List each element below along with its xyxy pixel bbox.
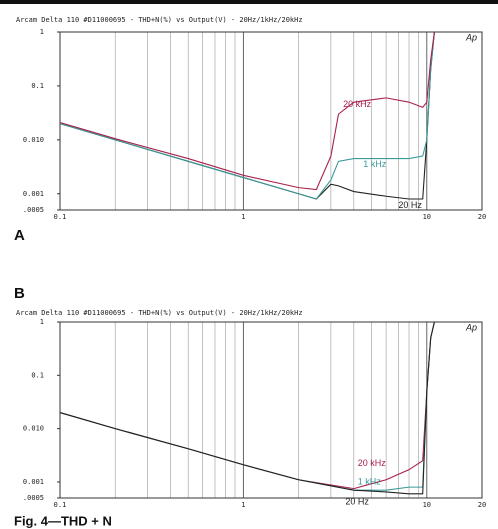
y-tick-label: 1 xyxy=(40,28,44,36)
x-tick-label: 0.1 xyxy=(54,501,67,509)
y-tick-label: .0005 xyxy=(23,494,44,502)
series-label: 1 kHz xyxy=(358,476,382,486)
series-line xyxy=(59,31,435,200)
x-tick-label: 20 xyxy=(478,213,486,221)
y-tick-label: 1 xyxy=(40,318,44,326)
series-label: 1 kHz xyxy=(363,159,387,169)
y-tick-label: 0.1 xyxy=(31,371,44,379)
series-label: 20 kHz xyxy=(343,99,372,109)
y-tick-label: 0.001 xyxy=(23,478,44,486)
x-tick-label: 1 xyxy=(241,501,245,509)
caption: Fig. 4—THD + N xyxy=(14,513,112,528)
plot-frame xyxy=(59,31,483,211)
chart-title: Arcam Delta 110 #D11000695 - THD+N(%) vs… xyxy=(16,16,303,24)
panel-label: A xyxy=(14,227,25,244)
series-label: 20 kHz xyxy=(358,458,387,468)
y-tick-label: .0005 xyxy=(23,206,44,214)
x-tick-label: 20 xyxy=(478,501,486,509)
x-tick-label: 10 xyxy=(423,213,431,221)
series-line xyxy=(59,321,435,495)
x-tick-label: 1 xyxy=(241,213,245,221)
series-label: 20 Hz xyxy=(398,200,422,210)
series-label: 20 Hz xyxy=(345,496,369,506)
x-tick-label: 0.1 xyxy=(54,213,67,221)
plot-frame xyxy=(59,321,483,499)
y-tick-label: 0.001 xyxy=(23,190,44,198)
panel-label: B xyxy=(14,285,25,302)
series-line xyxy=(59,31,435,200)
y-tick-label: 0.010 xyxy=(23,136,44,144)
series-line xyxy=(59,31,435,191)
y-tick-label: 0.1 xyxy=(31,82,44,90)
top-bar xyxy=(0,0,498,4)
chart-title: Arcam Delta 110 #D11000695 - THD+N(%) vs… xyxy=(16,309,303,317)
corner-label: Ap xyxy=(465,322,477,332)
y-tick-label: 0.010 xyxy=(23,425,44,433)
x-tick-label: 10 xyxy=(423,501,431,509)
corner-label: Ap xyxy=(465,32,477,42)
